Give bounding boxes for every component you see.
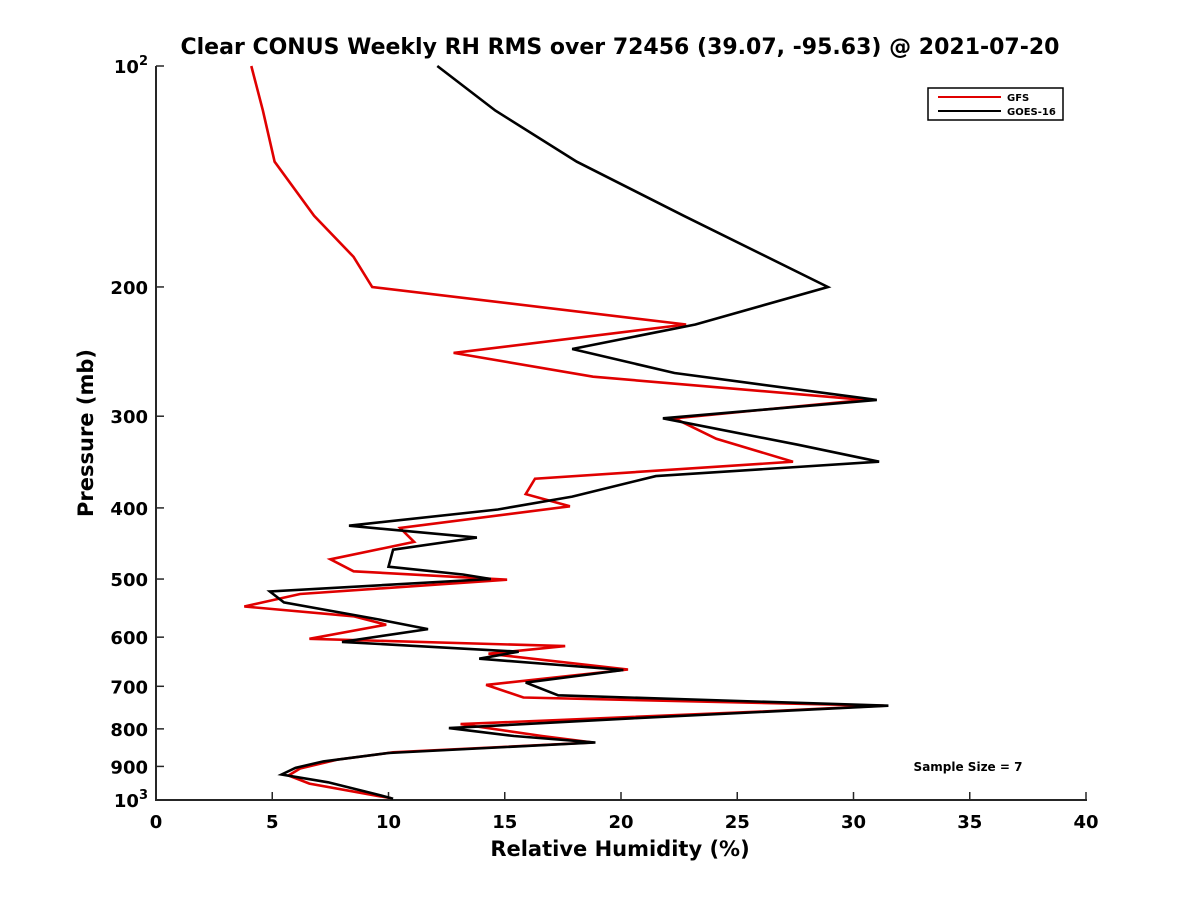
legend-entry-label: GFS xyxy=(1007,93,1029,104)
x-tick-label: 5 xyxy=(266,812,279,833)
x-tick-label: 30 xyxy=(841,812,866,833)
series-line-goes-16 xyxy=(266,64,889,800)
y-tick-label: 900 xyxy=(110,757,148,778)
series-lines xyxy=(244,64,889,800)
legend: GFS GOES-16 xyxy=(927,87,1064,121)
x-tick-label: 35 xyxy=(957,812,982,833)
y-tick-label: 300 xyxy=(110,407,148,428)
x-axis-ticks: 0 5 10 15 20 25 30 35 40 xyxy=(150,792,1099,833)
x-tick-label: 20 xyxy=(608,812,633,833)
y-tick-label: 103 xyxy=(114,788,148,812)
y-axis-ticks: 102 200 300 400 500 600 700 800 900 103 xyxy=(110,54,164,812)
y-tick-label: 200 xyxy=(110,278,148,299)
y-tick-label: 700 xyxy=(110,677,148,698)
legend-box xyxy=(927,87,1064,121)
y-tick-label: 500 xyxy=(110,570,148,591)
x-tick-label: 40 xyxy=(1073,812,1098,833)
y-tick-label: 400 xyxy=(110,499,148,520)
x-tick-label: 25 xyxy=(725,812,750,833)
x-tick-label: 10 xyxy=(376,812,401,833)
y-tick-label: 800 xyxy=(110,720,148,741)
x-axis-label: Relative Humidity (%) xyxy=(490,837,749,861)
chart-title: Clear CONUS Weekly RH RMS over 72456 (39… xyxy=(181,35,1060,60)
legend-entry-label: GOES-16 xyxy=(1007,107,1056,118)
y-tick-label: 600 xyxy=(110,628,148,649)
x-tick-label: 15 xyxy=(492,812,517,833)
y-tick-label: 102 xyxy=(114,54,148,78)
sample-size-annotation: Sample Size = 7 xyxy=(914,760,1023,774)
y-axis-label: Pressure (mb) xyxy=(74,349,98,517)
x-tick-label: 0 xyxy=(150,812,163,833)
